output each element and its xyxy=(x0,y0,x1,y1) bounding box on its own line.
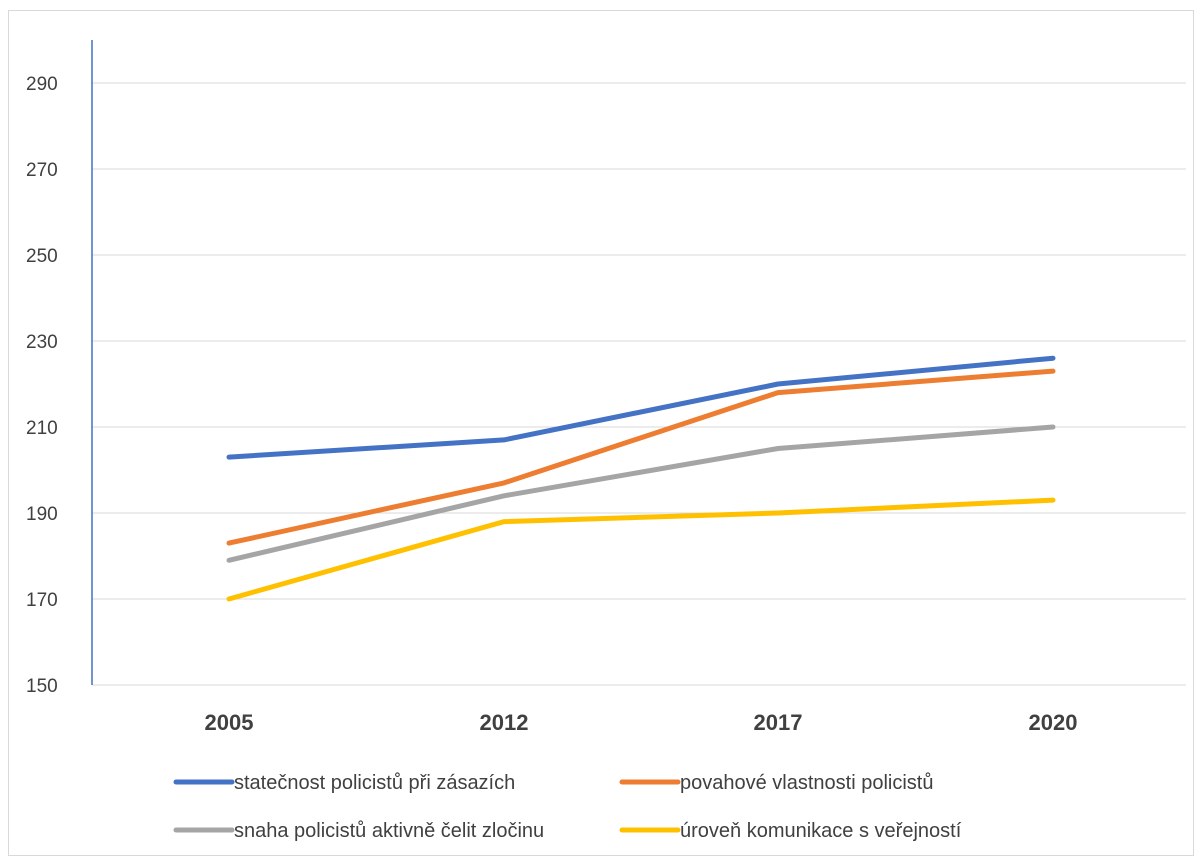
x-axis: 2005 2012 2017 2020 xyxy=(205,710,1078,735)
x-tick-label-2020: 2020 xyxy=(1029,710,1078,735)
legend: statečnost policistů při zásazích povahov… xyxy=(173,772,962,842)
legend-label-2: povahové vlastnosti policistů xyxy=(680,772,933,794)
y-tick-label-270: 270 xyxy=(26,160,58,181)
legend-label-1: statečnost policistů při zásazích xyxy=(234,772,515,794)
x-tick-label-2005: 2005 xyxy=(205,710,254,735)
y-tick-label-230: 230 xyxy=(26,332,58,353)
x-tick-label-2012: 2012 xyxy=(480,710,529,735)
legend-label-4: úroveň komunikace s veřejností xyxy=(680,820,962,842)
y-axis: 150 170 190 210 230 250 270 290 xyxy=(26,40,93,697)
series-line-4 xyxy=(226,497,1056,602)
y-tick-label-250: 250 xyxy=(26,246,58,267)
gridlines xyxy=(92,82,1186,686)
y-tick-label-150: 150 xyxy=(26,676,58,697)
legend-label-3: snaha policistů aktivně čelit zločinu xyxy=(234,820,544,842)
x-tick-label-2017: 2017 xyxy=(754,710,803,735)
series-line-3 xyxy=(226,424,1056,563)
y-tick-label-190: 190 xyxy=(26,504,58,525)
y-tick-label-290: 290 xyxy=(26,74,58,95)
series-line-2 xyxy=(226,368,1056,546)
series-line-1 xyxy=(226,355,1056,460)
y-tick-label-210: 210 xyxy=(26,418,58,439)
series-lines xyxy=(226,355,1056,602)
y-tick-label-170: 170 xyxy=(26,590,58,611)
